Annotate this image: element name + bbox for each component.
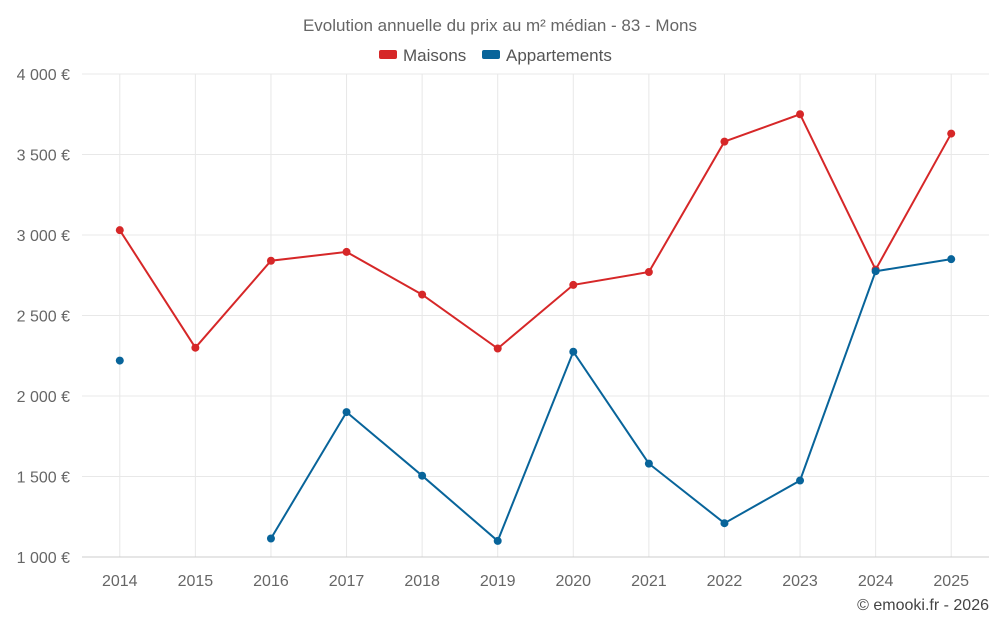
legend-label-maisons: Maisons bbox=[403, 46, 466, 65]
data-point[interactable] bbox=[418, 471, 427, 480]
y-tick-label: 3 000 € bbox=[17, 228, 70, 245]
x-tick-label: 2017 bbox=[329, 573, 365, 590]
y-tick-label: 2 000 € bbox=[17, 389, 70, 406]
data-point[interactable] bbox=[720, 137, 729, 146]
y-tick-label: 1 500 € bbox=[17, 470, 70, 487]
data-point[interactable] bbox=[115, 226, 124, 235]
series-line bbox=[270, 258, 952, 543]
legend-item-appartements[interactable]: Appartements bbox=[482, 46, 612, 65]
x-tick-label: 2020 bbox=[555, 573, 591, 590]
data-point[interactable] bbox=[947, 255, 956, 264]
x-tick-label: 2024 bbox=[858, 573, 894, 590]
data-point[interactable] bbox=[644, 459, 653, 468]
data-point[interactable] bbox=[796, 476, 805, 485]
y-axis: 1 000 € 1 500 € 2 000 € 2 500 € 3 000 € 3 500… bbox=[17, 67, 70, 567]
data-point[interactable] bbox=[115, 356, 124, 365]
series-appartements bbox=[115, 255, 956, 545]
data-point[interactable] bbox=[493, 344, 502, 353]
legend: Maisons Appartements bbox=[379, 46, 612, 65]
y-tick-label: 1 000 € bbox=[17, 550, 70, 567]
data-point[interactable] bbox=[493, 536, 502, 545]
data-point[interactable] bbox=[644, 268, 653, 277]
legend-swatch-appartements bbox=[482, 50, 500, 59]
data-point[interactable] bbox=[342, 247, 351, 256]
data-point[interactable] bbox=[266, 256, 275, 265]
x-tick-label: 2022 bbox=[707, 573, 743, 590]
plot-area bbox=[115, 110, 956, 545]
data-point[interactable] bbox=[418, 290, 427, 299]
series-maisons bbox=[115, 110, 956, 353]
chart-title: Evolution annuelle du prix au m² médian … bbox=[303, 16, 697, 35]
y-tick-label: 2 500 € bbox=[17, 309, 70, 326]
x-tick-label: 2015 bbox=[178, 573, 214, 590]
data-point[interactable] bbox=[191, 343, 200, 352]
x-tick-label: 2023 bbox=[782, 573, 818, 590]
x-tick-label: 2018 bbox=[404, 573, 440, 590]
x-tick-label: 2025 bbox=[933, 573, 969, 590]
data-point[interactable] bbox=[871, 267, 880, 276]
x-tick-label: 2021 bbox=[631, 573, 667, 590]
legend-swatch-maisons bbox=[379, 50, 397, 59]
data-point[interactable] bbox=[947, 129, 956, 138]
x-tick-label: 2019 bbox=[480, 573, 516, 590]
x-tick-label: 2016 bbox=[253, 573, 289, 590]
x-tick-label: 2014 bbox=[102, 573, 138, 590]
data-point[interactable] bbox=[569, 280, 578, 289]
data-point[interactable] bbox=[266, 534, 275, 543]
y-tick-label: 3 500 € bbox=[17, 148, 70, 165]
data-point[interactable] bbox=[342, 408, 351, 417]
x-axis: 2014 2015 2016 2017 2018 2019 2020 2021 2022 2023… bbox=[82, 556, 989, 590]
y-tick-label: 4 000 € bbox=[17, 67, 70, 84]
data-point[interactable] bbox=[720, 519, 729, 528]
legend-item-maisons[interactable]: Maisons bbox=[379, 46, 466, 65]
legend-label-appartements: Appartements bbox=[506, 46, 612, 65]
series-line bbox=[118, 113, 953, 350]
data-point[interactable] bbox=[796, 110, 805, 119]
credit-text: © emooki.fr - 2026 bbox=[857, 597, 989, 614]
gridlines bbox=[82, 73, 989, 558]
data-point[interactable] bbox=[569, 347, 578, 356]
